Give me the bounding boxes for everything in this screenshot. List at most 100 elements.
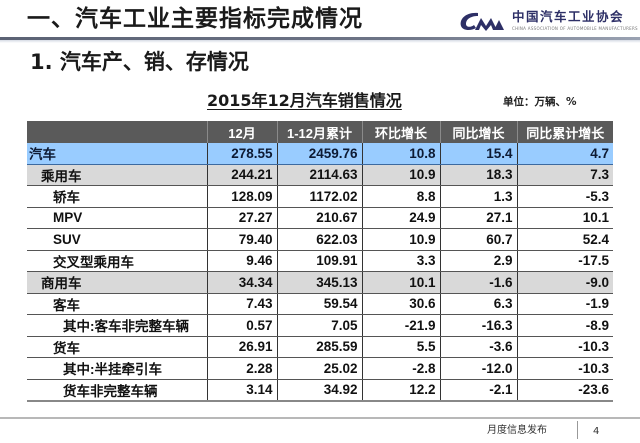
page-number: 4 — [593, 426, 600, 437]
cell-yoy-growth: 60.7 — [439, 228, 517, 251]
logo-name-cn: 中国汽车工业协会 — [512, 9, 625, 24]
cell-yoy-cumulative-growth: 10.1 — [516, 207, 613, 229]
title-divider-shadow — [0, 40, 640, 43]
slide-main-title: 一、汽车工业主要指标完成情况 — [27, 6, 363, 32]
cell-yoy-growth: 27.1 — [439, 207, 517, 229]
cell-mom-growth: 24.9 — [361, 207, 440, 229]
cell-cumulative: 210.67 — [276, 207, 362, 229]
table-row-category: 乘用车 244.21 2114.63 10.9 18.3 7.3 — [27, 164, 613, 186]
cell-mom-growth: 30.6 — [361, 293, 440, 315]
cell-month: 79.40 — [206, 228, 277, 251]
cell-cumulative: 7.05 — [276, 314, 362, 337]
row-label: 其中:客车非完整车辆 — [27, 314, 207, 337]
cell-month: 26.91 — [206, 336, 277, 358]
column-header-label — [27, 121, 207, 143]
cell-month: 34.34 — [206, 271, 277, 294]
footer-text: 月度信息发布 — [487, 425, 547, 436]
cell-yoy-growth: -1.6 — [439, 271, 517, 294]
row-label: 乘用车 — [27, 164, 207, 186]
footer-divider — [0, 417, 640, 419]
cell-yoy-growth: -16.3 — [439, 314, 517, 337]
cell-month: 27.27 — [206, 207, 277, 229]
row-label: MPV — [27, 207, 207, 229]
row-label: 商用车 — [27, 271, 207, 294]
cell-mom-growth: 10.9 — [361, 228, 440, 251]
cell-yoy-cumulative-growth: 4.7 — [516, 143, 613, 165]
table-row: 客车 7.43 59.54 30.6 6.3 -1.9 — [27, 293, 613, 315]
cell-cumulative: 285.59 — [276, 336, 362, 358]
row-label: 其中:半挂牵引车 — [27, 357, 207, 380]
column-header-month: 12月 — [206, 121, 277, 143]
cell-cumulative: 1172.02 — [276, 185, 362, 208]
cell-yoy-growth: 18.3 — [439, 164, 517, 186]
sales-table: 12月 1-12月累计 环比增长 同比增长 同比累计增长 汽车 278.55 2… — [27, 121, 613, 402]
cell-mom-growth: -2.8 — [361, 357, 440, 380]
column-header-yoy-growth: 同比增长 — [439, 121, 517, 143]
table-row-total: 汽车 278.55 2459.76 10.8 15.4 4.7 — [27, 143, 613, 165]
row-label: 客车 — [27, 293, 207, 315]
cell-yoy-cumulative-growth: -8.9 — [516, 314, 613, 337]
cell-yoy-cumulative-growth: -5.3 — [516, 185, 613, 208]
cell-cumulative: 622.03 — [276, 228, 362, 251]
table-row: SUV 79.40 622.03 10.9 60.7 52.4 — [27, 228, 613, 251]
cell-yoy-cumulative-growth: 7.3 — [516, 164, 613, 186]
row-label: 货车非完整车辆 — [27, 379, 207, 402]
cell-yoy-cumulative-growth: 52.4 — [516, 228, 613, 251]
table-header-row: 12月 1-12月累计 环比增长 同比增长 同比累计增长 — [27, 121, 613, 143]
logo-name-en: CHINA ASSOCIATION OF AUTOMOBILE MANUFACT… — [512, 26, 638, 31]
cell-yoy-growth: 2.9 — [439, 250, 517, 272]
cell-yoy-growth: 15.4 — [439, 143, 517, 165]
column-header-yoy-cumulative-growth: 同比累计增长 — [516, 121, 613, 143]
row-label: 货车 — [27, 336, 207, 358]
cell-month: 3.14 — [206, 379, 277, 402]
cell-cumulative: 34.92 — [276, 379, 362, 402]
cell-mom-growth: 10.9 — [361, 164, 440, 186]
table-row: 轿车 128.09 1172.02 8.8 1.3 -5.3 — [27, 185, 613, 208]
cell-cumulative: 345.13 — [276, 271, 362, 294]
table-row: MPV 27.27 210.67 24.9 27.1 10.1 — [27, 207, 613, 229]
cell-mom-growth: 8.8 — [361, 185, 440, 208]
cell-month: 278.55 — [206, 143, 277, 165]
cell-yoy-growth: -12.0 — [439, 357, 517, 380]
cell-yoy-cumulative-growth: -9.0 — [516, 271, 613, 294]
cell-yoy-growth: 1.3 — [439, 185, 517, 208]
cell-yoy-cumulative-growth: -10.3 — [516, 357, 613, 380]
footer-separator — [577, 421, 578, 439]
cell-yoy-growth: -2.1 — [439, 379, 517, 402]
cell-yoy-cumulative-growth: -1.9 — [516, 293, 613, 315]
cell-month: 244.21 — [206, 164, 277, 186]
cell-cumulative: 2114.63 — [276, 164, 362, 186]
table-row: 其中:半挂牵引车 2.28 25.02 -2.8 -12.0 -10.3 — [27, 357, 613, 380]
column-header-cumulative: 1-12月累计 — [276, 121, 362, 143]
cell-month: 7.43 — [206, 293, 277, 315]
cell-mom-growth: -21.9 — [361, 314, 440, 337]
cell-yoy-growth: 6.3 — [439, 293, 517, 315]
column-header-mom-growth: 环比增长 — [361, 121, 440, 143]
caam-logo-mark-icon — [460, 12, 504, 31]
cell-mom-growth: 3.3 — [361, 250, 440, 272]
unit-label: 单位：万辆、% — [503, 96, 577, 108]
cell-month: 0.57 — [206, 314, 277, 337]
row-label: SUV — [27, 228, 207, 251]
cell-cumulative: 2459.76 — [276, 143, 362, 165]
cell-yoy-cumulative-growth: -23.6 — [516, 379, 613, 402]
cell-yoy-growth: -3.6 — [439, 336, 517, 358]
row-label: 轿车 — [27, 185, 207, 208]
title-divider — [0, 37, 640, 40]
table-row-category: 商用车 34.34 345.13 10.1 -1.6 -9.0 — [27, 271, 613, 294]
cell-mom-growth: 12.2 — [361, 379, 440, 402]
cell-cumulative: 59.54 — [276, 293, 362, 315]
table-row: 货车 26.91 285.59 5.5 -3.6 -10.3 — [27, 336, 613, 358]
table-row: 交叉型乘用车 9.46 109.91 3.3 2.9 -17.5 — [27, 250, 613, 272]
cell-mom-growth: 10.1 — [361, 271, 440, 294]
table-row: 其中:客车非完整车辆 0.57 7.05 -21.9 -16.3 -8.9 — [27, 314, 613, 337]
cell-mom-growth: 10.8 — [361, 143, 440, 165]
cell-cumulative: 25.02 — [276, 357, 362, 380]
row-label: 交叉型乘用车 — [27, 250, 207, 272]
cell-mom-growth: 5.5 — [361, 336, 440, 358]
table-title: 2015年12月汽车销售情况 — [207, 91, 402, 110]
cell-month: 2.28 — [206, 357, 277, 380]
row-label: 汽车 — [27, 143, 207, 165]
cell-month: 9.46 — [206, 250, 277, 272]
cell-month: 128.09 — [206, 185, 277, 208]
